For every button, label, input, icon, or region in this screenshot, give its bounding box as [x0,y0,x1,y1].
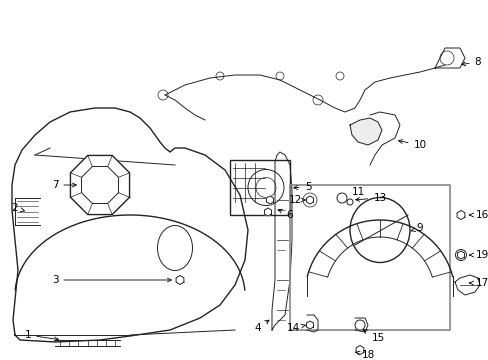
Text: 19: 19 [468,250,488,260]
Polygon shape [306,196,313,204]
Text: 10: 10 [398,140,426,150]
Text: 4: 4 [254,320,268,333]
Polygon shape [457,251,464,259]
Polygon shape [176,275,183,284]
Text: 8: 8 [461,57,480,67]
Bar [289,185,449,330]
Polygon shape [70,156,129,215]
Text: 6: 6 [278,210,293,220]
Text: 7: 7 [52,180,76,190]
Polygon shape [264,208,271,216]
Polygon shape [81,167,118,203]
Text: 1: 1 [24,330,58,341]
Polygon shape [355,346,363,355]
Text: 17: 17 [468,278,488,288]
Text: 2: 2 [12,203,24,213]
Text: 16: 16 [468,210,488,220]
Polygon shape [456,211,464,220]
Text: 15: 15 [363,330,384,343]
Text: 5: 5 [293,182,311,192]
Polygon shape [306,321,313,329]
Text: 18: 18 [355,350,374,360]
Text: 11: 11 [351,187,364,197]
Text: 12: 12 [288,195,305,205]
Bar [229,160,289,215]
Text: 9: 9 [410,223,423,233]
Text: 13: 13 [355,193,386,203]
Text: 3: 3 [52,275,171,285]
Polygon shape [349,118,381,145]
Polygon shape [266,196,273,204]
Text: 14: 14 [286,323,305,333]
